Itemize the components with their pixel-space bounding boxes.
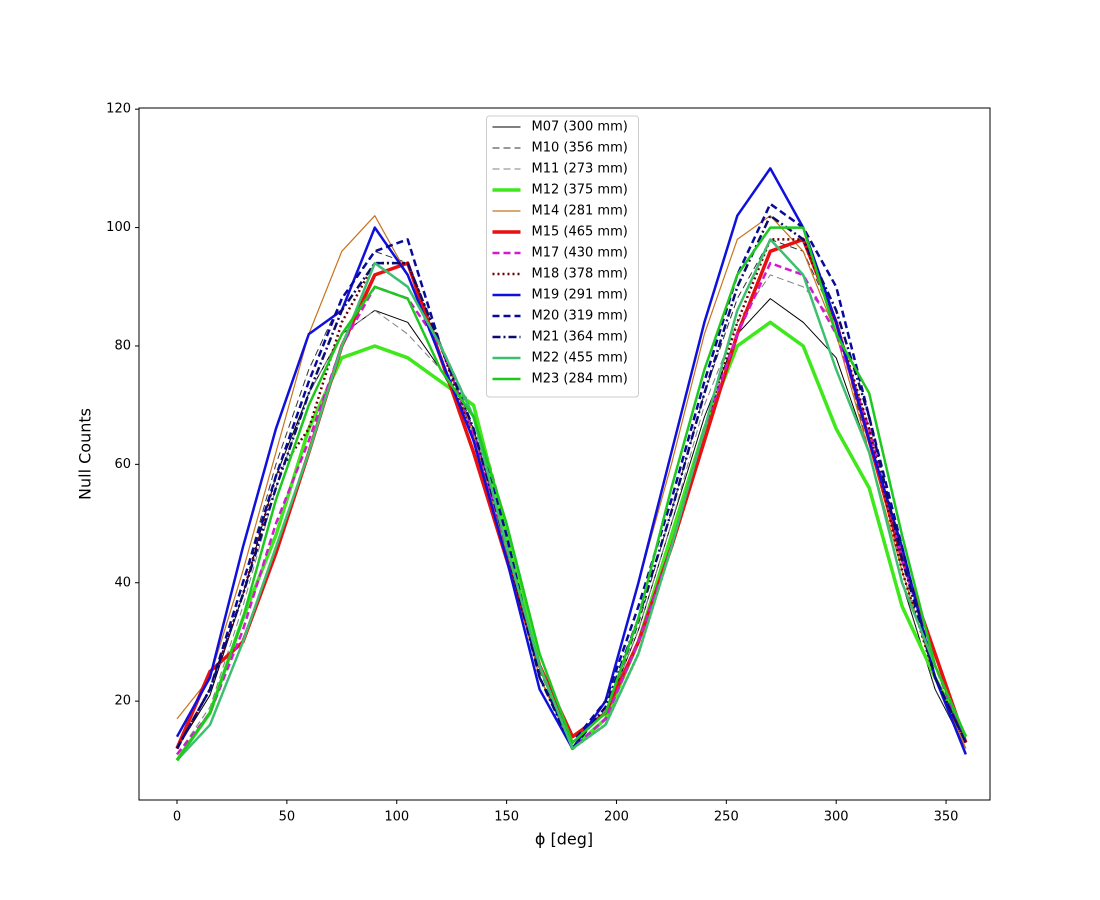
legend-label: M20 (319 mm) [532,309,628,324]
legend-label: M23 (284 mm) [532,372,628,387]
legend-label: M15 (465 mm) [532,225,628,240]
x-tick-label: 0 [173,810,181,825]
x-axis-label: ϕ [deg] [535,830,593,849]
y-axis-label: Null Counts [76,408,95,500]
legend-label: M11 (273 mm) [532,162,628,177]
legend-label: M10 (356 mm) [532,141,628,156]
y-tick-label: 40 [114,575,131,590]
x-tick-label: 100 [384,810,409,825]
x-tick-label: 150 [494,810,519,825]
y-tick-label: 60 [114,457,131,472]
y-tick-label: 100 [106,220,131,235]
x-tick-label: 50 [279,810,296,825]
legend-label: M07 (300 mm) [532,120,628,135]
series-line [175,226,967,762]
x-tick-label: 250 [714,810,739,825]
x-tick-label: 200 [604,810,629,825]
legend-label: M12 (375 mm) [532,183,628,198]
y-tick-label: 80 [114,338,131,353]
legend-label: M18 (378 mm) [532,267,628,282]
legend-box [486,115,639,398]
plot-frame [138,107,991,801]
legend-label: M14 (281 mm) [532,204,628,219]
legend-label: M22 (455 mm) [532,351,628,366]
legend: M07 (300 mm) M10 (356 mm) M11 (273 mm) M12 … [486,115,639,398]
y-tick-label: 20 [114,694,131,709]
x-tick-label: 350 [934,810,959,825]
y-tick-label: 120 [106,102,131,117]
legend-label: M19 (291 mm) [532,288,628,303]
legend-label: M17 (430 mm) [532,246,628,261]
legend-label: M21 (364 mm) [532,330,628,345]
series-line [176,238,967,762]
x-tick-label: 300 [824,810,849,825]
